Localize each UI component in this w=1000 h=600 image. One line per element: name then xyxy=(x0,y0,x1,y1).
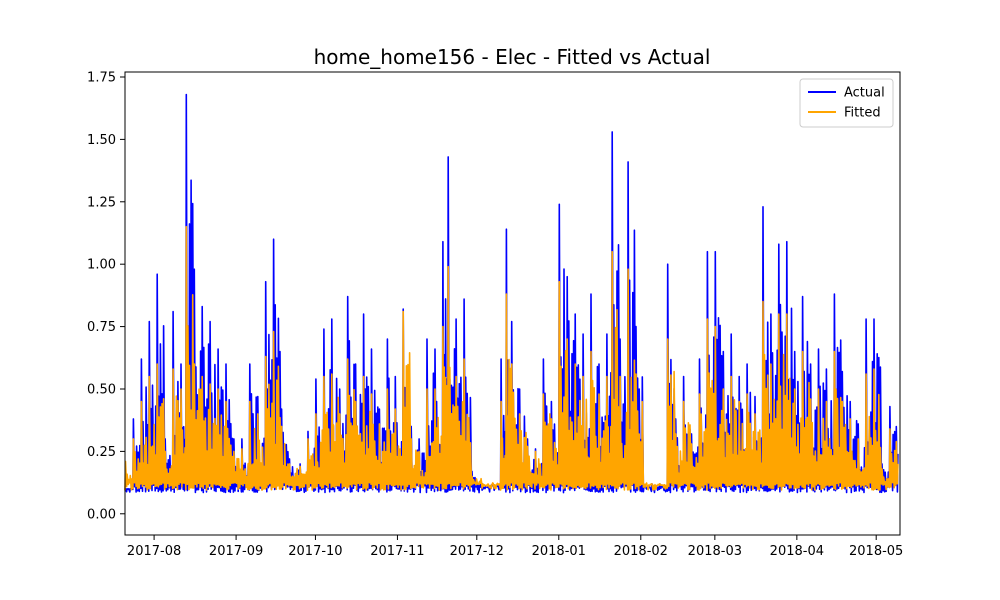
series-line-fitted xyxy=(124,225,899,491)
x-tick-label: 2017-11 xyxy=(370,544,424,559)
legend-label-actual: Actual xyxy=(844,86,885,101)
y-tick-label: 0.00 xyxy=(87,507,116,522)
y-tick-label: 1.50 xyxy=(87,133,116,148)
y-tick-label: 0.50 xyxy=(87,382,116,397)
y-tick-label: 0.25 xyxy=(87,445,116,460)
x-tick-label: 2017-08 xyxy=(127,544,181,559)
y-tick-label: 1.00 xyxy=(87,258,116,273)
x-tick-label: 2017-12 xyxy=(450,544,504,559)
y-tick-label: 1.75 xyxy=(87,70,116,85)
x-tick-label: 2017-10 xyxy=(288,544,342,559)
x-tick-label: 2018-05 xyxy=(849,544,903,559)
y-tick-label: 1.25 xyxy=(87,195,116,210)
plot-area-frame xyxy=(124,71,901,536)
x-tick-label: 2018-03 xyxy=(688,544,742,559)
y-tick-label: 0.75 xyxy=(87,320,116,335)
x-tick-label: 2018-02 xyxy=(614,544,668,559)
axes-layer: 0.00 0.25 0.50 0.75 1.00 1.25 1.50 1.75 2017-08 2… xyxy=(87,70,903,559)
x-tick-label: 2017-09 xyxy=(209,544,263,559)
series-layer xyxy=(124,93,899,494)
x-tick-label: 2018-04 xyxy=(770,544,824,559)
legend: Actual Fitted xyxy=(799,78,894,128)
chart-title: home_home156 - Elec - Fitted vs Actual xyxy=(314,45,711,69)
legend-label-fitted: Fitted xyxy=(844,106,881,121)
x-tick-label: 2018-01 xyxy=(532,544,586,559)
